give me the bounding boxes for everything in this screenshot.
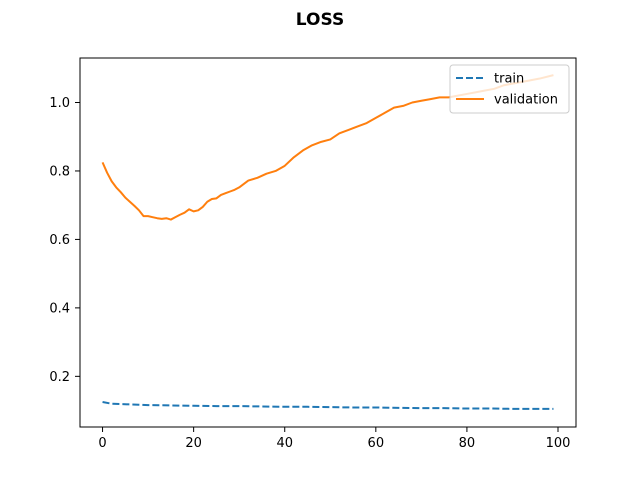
x-tick-label: 60 bbox=[368, 436, 385, 451]
y-tick-label: 0.4 bbox=[49, 301, 70, 316]
y-tick-label: 1.0 bbox=[49, 96, 70, 111]
legend: train validation bbox=[449, 64, 570, 114]
y-tick-label: 0.6 bbox=[49, 233, 70, 248]
x-tick-label: 40 bbox=[276, 436, 293, 451]
legend-label-validation: validation bbox=[494, 93, 558, 108]
legend-label-train: train bbox=[494, 72, 524, 87]
x-tick-label: 20 bbox=[185, 436, 202, 451]
x-tick-label: 0 bbox=[98, 436, 106, 451]
y-tick-label: 0.8 bbox=[49, 164, 70, 179]
y-axis-ticks: 0.2 0.4 0.6 0.8 1.0 bbox=[49, 96, 80, 385]
x-tick-label: 100 bbox=[546, 436, 571, 451]
plot-frame bbox=[79, 57, 577, 428]
y-tick-label: 0.2 bbox=[49, 370, 70, 385]
series-line-train bbox=[102, 401, 554, 410]
series-layer bbox=[101, 74, 554, 410]
chart-title: LOSS bbox=[296, 10, 344, 30]
x-tick-label: 80 bbox=[459, 436, 476, 451]
x-axis-ticks: 0 20 40 60 80 100 bbox=[98, 427, 570, 451]
